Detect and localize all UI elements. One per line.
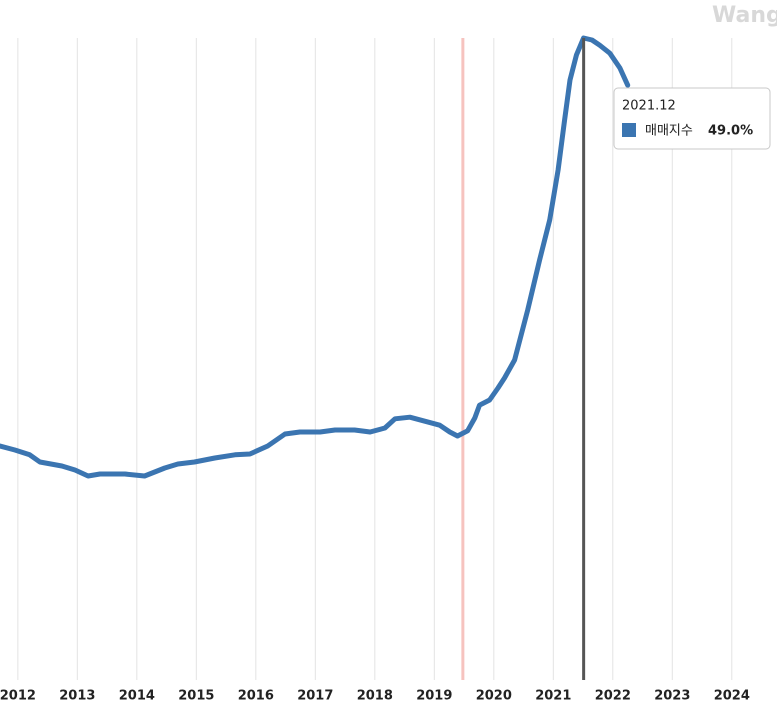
x-tick-label: 2024 (714, 689, 750, 704)
x-tick-label: 2016 (238, 689, 274, 704)
x-tick-label: 2021 (535, 689, 571, 704)
x-tick-label: 2019 (416, 689, 452, 704)
tooltip-name: 매매지수 (645, 124, 693, 139)
tooltip: 2021.12 매매지수 49.0% (613, 87, 771, 150)
x-tick-label: 2022 (595, 689, 631, 704)
x-tick-label: 2018 (357, 689, 393, 704)
x-tick-label: 2015 (178, 689, 214, 704)
x-tick-label: 2012 (0, 689, 36, 704)
x-tick-label: 2014 (119, 689, 155, 704)
tooltip-value: 49.0% (708, 124, 753, 139)
x-tick-label: 2017 (297, 689, 333, 704)
x-tick-label: 2020 (476, 689, 512, 704)
tooltip-title: 2021.12 (622, 99, 676, 114)
x-tick-label: 2023 (654, 689, 690, 704)
tooltip-swatch (622, 123, 636, 137)
line-series (0, 35, 631, 479)
watermark: Wang (712, 3, 777, 28)
x-tick-label: 2013 (59, 689, 95, 704)
tooltip-box (613, 87, 771, 150)
